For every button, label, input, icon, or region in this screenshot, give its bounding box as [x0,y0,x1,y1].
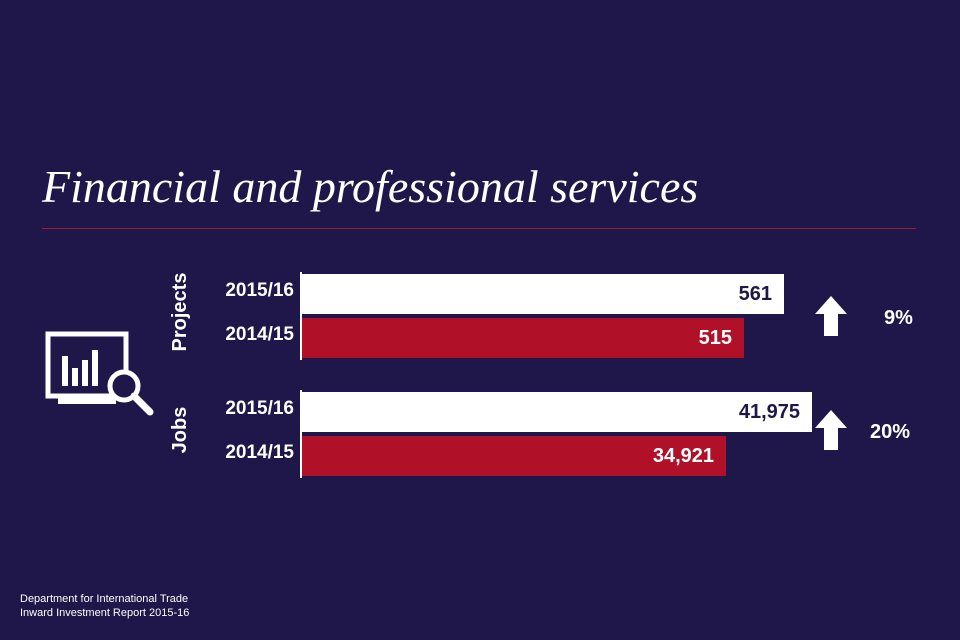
footer-line-1: Department for International Trade [20,593,189,605]
bar-jobs-2015-16: 41,975 [302,392,812,432]
change-percent-projects: 9% [884,307,913,329]
up-arrow-icon [815,410,847,450]
footer-line-2: Inward Investment Report 2015-16 [20,607,190,619]
row-label: 2015/16 [225,398,294,419]
bar-value-label: 561 [738,283,772,305]
row-label: 2014/15 [225,442,294,463]
row-label: 2014/15 [225,324,294,345]
chart-magnifier-icon [45,331,154,416]
bar-jobs-2014-15: 34,921 [302,436,726,476]
bar-value-label: 41,975 [738,401,800,423]
category-axis [300,272,302,360]
chart-title: Financial and professional services [42,161,699,212]
title-divider [42,228,916,229]
footer-source: Department for International Trade Inwar… [20,592,189,620]
row-label: 2015/16 [225,280,294,301]
group-label-projects: Projects [169,272,191,352]
bar-projects-2015-16: 561 [302,274,784,314]
bar-projects-2014-15: 515 [302,318,744,358]
change-percent-jobs: 20% [870,421,911,443]
group-label-jobs: Jobs [169,406,191,454]
bar-value-label: 34,921 [652,445,714,467]
bar-value-label: 515 [698,327,732,349]
up-arrow-icon [815,296,847,336]
category-axis [300,390,302,478]
